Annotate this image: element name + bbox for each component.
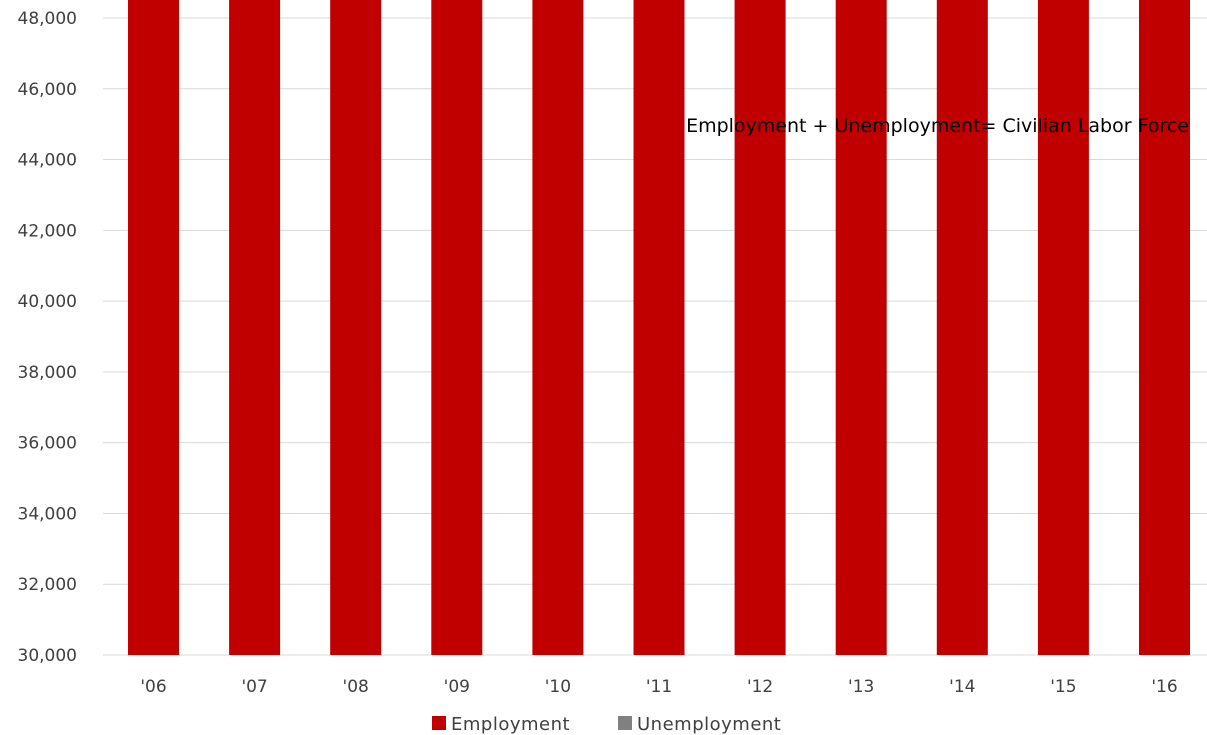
bar-employment <box>431 0 483 655</box>
x-tick-label: '16 <box>1151 677 1177 697</box>
x-tick-label: '11 <box>646 677 672 697</box>
x-tick-label: '10 <box>545 677 571 697</box>
bar-employment <box>128 0 179 655</box>
x-tick-label: '07 <box>241 677 267 697</box>
x-tick-label: '15 <box>1050 677 1076 697</box>
legend-swatch-unemployment <box>618 716 632 730</box>
x-tick-label: '12 <box>747 677 773 697</box>
y-tick-label: 30,000 <box>18 646 77 666</box>
bar-employment <box>734 0 786 655</box>
y-tick-label: 40,000 <box>18 292 77 312</box>
y-tick-label: 32,000 <box>18 575 77 595</box>
bar-employment <box>532 0 584 655</box>
legend-swatch-employment <box>432 716 446 730</box>
chart-annotation: Employment + Unemployment= Civilian Labo… <box>686 115 1189 137</box>
legend: Employment Unemployment <box>432 714 781 735</box>
x-tick-label: '14 <box>949 677 975 697</box>
y-tick-label: 46,000 <box>18 80 77 100</box>
bar-employment <box>1037 0 1089 656</box>
bar-employment <box>936 0 988 655</box>
y-axis-ticks: 30,000 32,000 34,000 36,000 38,000 40,000 42,0… <box>18 9 77 666</box>
y-tick-label: 34,000 <box>18 504 77 524</box>
bar-employment <box>633 0 685 655</box>
bar-employment <box>835 0 887 655</box>
bar-employment <box>1139 0 1190 655</box>
x-tick-label: '08 <box>343 677 369 697</box>
y-tick-label: 44,000 <box>18 151 77 171</box>
y-tick-label: 38,000 <box>18 363 77 383</box>
x-tick-label: '09 <box>444 677 470 697</box>
legend-label-unemployment: Unemployment <box>637 714 781 735</box>
x-tick-label: '13 <box>848 677 874 697</box>
y-tick-label: 36,000 <box>18 434 77 454</box>
x-tick-label: '06 <box>140 677 166 697</box>
legend-label-employment: Employment <box>451 714 570 735</box>
y-tick-label: 42,000 <box>18 221 77 241</box>
x-axis-ticks: '06 '07 '08 '09 '10 '11 '12 '13 '14 '15 '16 <box>140 677 1177 697</box>
bar-employment <box>229 0 281 655</box>
bars <box>128 0 1190 656</box>
bar-employment <box>330 0 382 656</box>
y-tick-label: 48,000 <box>18 9 77 29</box>
